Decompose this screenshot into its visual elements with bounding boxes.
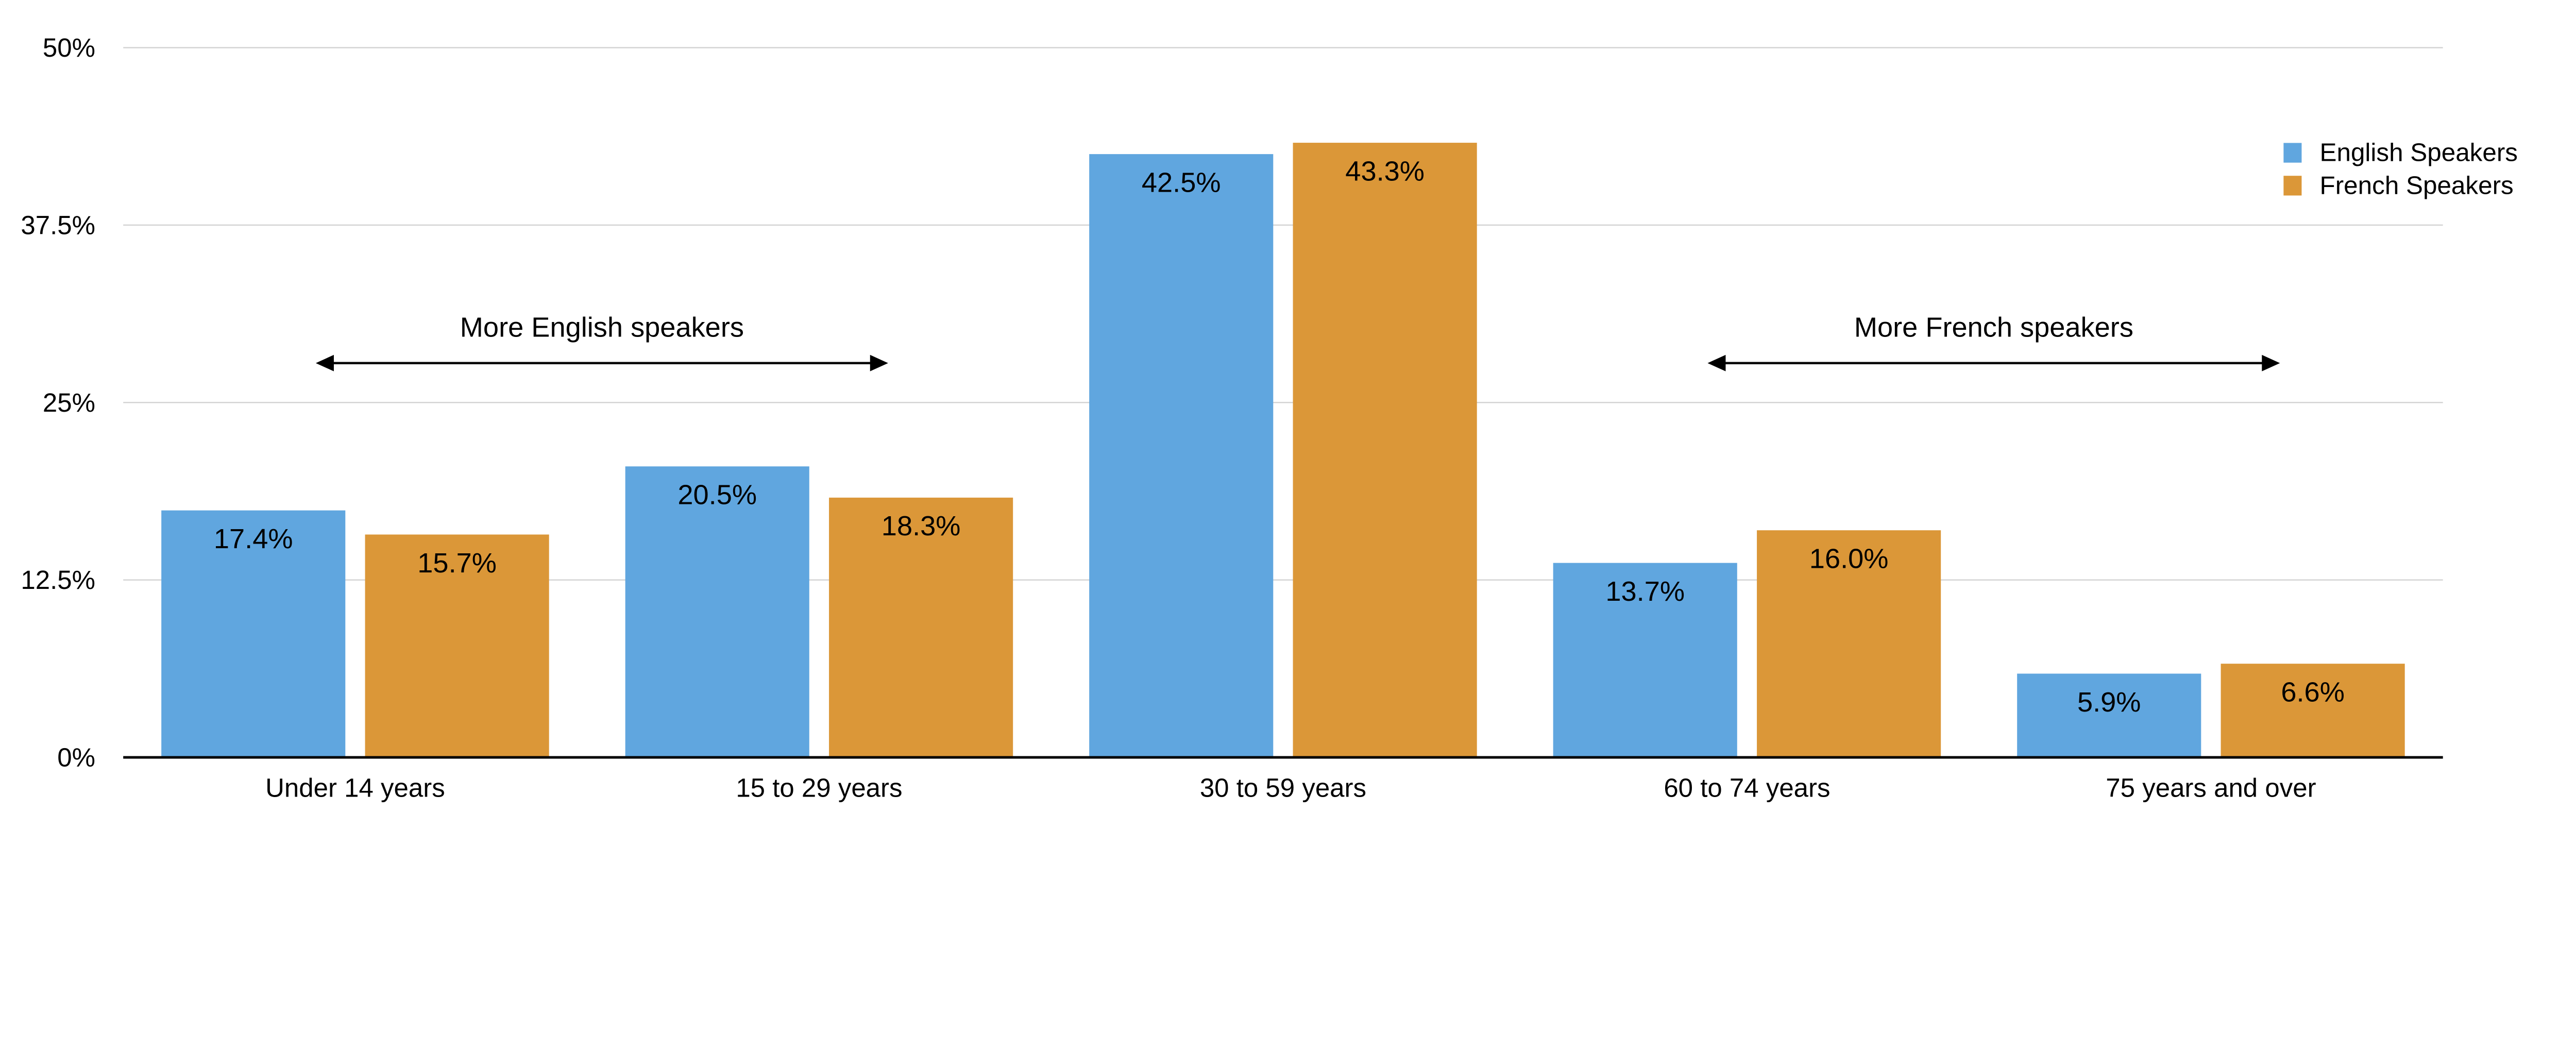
- annotation-text: More English speakers: [460, 312, 744, 343]
- x-tick-label: 60 to 74 years: [1664, 773, 1830, 803]
- data-label: 20.5%: [677, 480, 757, 511]
- legend-label: French Speakers: [2320, 171, 2514, 199]
- y-tick-label: 37.5%: [21, 210, 95, 240]
- legend: English Speakers French Speakers: [2283, 138, 2518, 199]
- bar-french: [1757, 530, 1941, 758]
- data-label: 6.6%: [2281, 677, 2345, 708]
- bar-english: [2017, 673, 2201, 758]
- x-tick-label: 75 years and over: [2106, 773, 2316, 803]
- arrowhead-right-icon: [870, 354, 888, 371]
- gridlines: [123, 47, 2443, 581]
- y-axis-ticks: 0% 12.5% 25% 37.5% 50%: [21, 33, 95, 772]
- arrowhead-left-icon: [1707, 354, 1726, 371]
- annotation-text: More French speakers: [1854, 312, 2133, 343]
- bar-french: [365, 534, 549, 758]
- x-axis-ticks: Under 14 years 15 to 29 years 30 to 59 yea…: [265, 773, 2316, 803]
- x-tick-label: 30 to 59 years: [1200, 773, 1366, 803]
- y-tick-label: 12.5%: [21, 565, 95, 595]
- y-tick-label: 25%: [43, 388, 95, 417]
- data-label: 17.4%: [214, 523, 293, 554]
- legend-label: English Speakers: [2320, 138, 2518, 166]
- bar-english: [1553, 563, 1737, 758]
- arrowhead-left-icon: [315, 354, 334, 371]
- bar-english: [1089, 154, 1274, 758]
- data-label: 16.0%: [1809, 544, 1889, 574]
- bar-french: [2221, 664, 2405, 758]
- data-label: 13.7%: [1605, 576, 1685, 607]
- y-tick-label: 50%: [43, 33, 95, 62]
- bar-chart: 0% 12.5% 25% 37.5% 50% 17.4% 20.5% 42.5% 13.7% 5…: [21, 33, 2518, 803]
- data-label: 15.7%: [417, 548, 497, 579]
- x-tick-label: 15 to 29 years: [736, 773, 902, 803]
- x-tick-label: Under 14 years: [265, 773, 445, 803]
- bar-english: [625, 466, 809, 758]
- bar-french: [829, 497, 1013, 758]
- y-tick-label: 0%: [57, 743, 95, 772]
- legend-swatch: [2283, 176, 2302, 196]
- data-label: 43.3%: [1345, 156, 1425, 187]
- bars: 17.4% 20.5% 42.5% 13.7% 5.9% 15.7% 18.3% 43.3% 1…: [161, 143, 2405, 758]
- legend-swatch: [2283, 143, 2302, 163]
- data-label: 5.9%: [2077, 687, 2141, 718]
- data-label: 42.5%: [1142, 167, 1221, 198]
- arrowhead-right-icon: [2262, 354, 2280, 371]
- data-label: 18.3%: [882, 511, 961, 542]
- bar-french: [1293, 143, 1477, 758]
- bar-english: [161, 510, 346, 758]
- annotations: More English speakers More French speaker…: [315, 312, 2280, 371]
